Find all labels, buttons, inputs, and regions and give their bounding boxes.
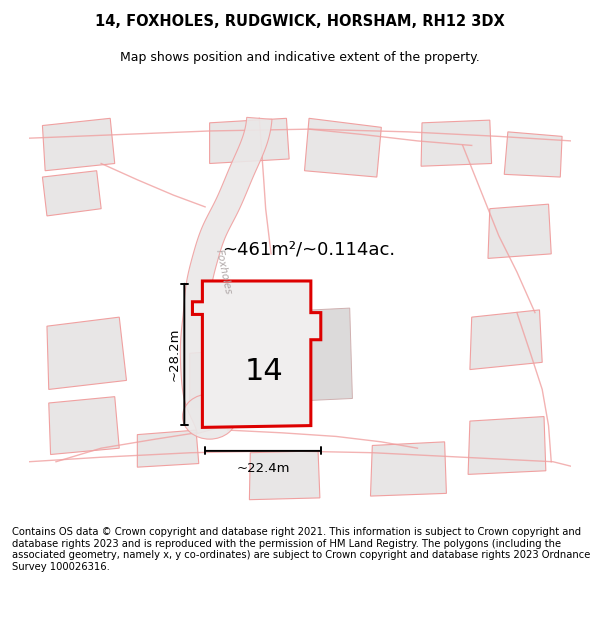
Polygon shape <box>468 416 546 474</box>
Polygon shape <box>488 204 551 258</box>
Ellipse shape <box>182 394 237 439</box>
Polygon shape <box>421 120 491 166</box>
Polygon shape <box>43 118 115 171</box>
Text: Foxholes: Foxholes <box>214 248 233 296</box>
Text: 14: 14 <box>244 357 283 386</box>
Polygon shape <box>190 349 257 409</box>
Text: ~22.4m: ~22.4m <box>236 462 290 475</box>
Polygon shape <box>209 118 289 164</box>
Polygon shape <box>504 132 562 177</box>
Text: Contains OS data © Crown copyright and database right 2021. This information is : Contains OS data © Crown copyright and d… <box>12 528 590 572</box>
Polygon shape <box>47 317 127 389</box>
Text: Map shows position and indicative extent of the property.: Map shows position and indicative extent… <box>120 51 480 64</box>
Polygon shape <box>470 310 542 369</box>
Polygon shape <box>305 118 382 177</box>
Polygon shape <box>181 118 272 434</box>
Polygon shape <box>43 171 101 216</box>
Polygon shape <box>255 308 352 403</box>
Text: 14, FOXHOLES, RUDGWICK, HORSHAM, RH12 3DX: 14, FOXHOLES, RUDGWICK, HORSHAM, RH12 3D… <box>95 14 505 29</box>
Text: ~28.2m: ~28.2m <box>168 328 181 381</box>
Polygon shape <box>370 442 446 496</box>
Polygon shape <box>49 397 119 454</box>
Polygon shape <box>250 451 320 500</box>
Polygon shape <box>137 430 199 467</box>
Polygon shape <box>193 281 321 428</box>
Text: ~461m²/~0.114ac.: ~461m²/~0.114ac. <box>223 241 395 258</box>
